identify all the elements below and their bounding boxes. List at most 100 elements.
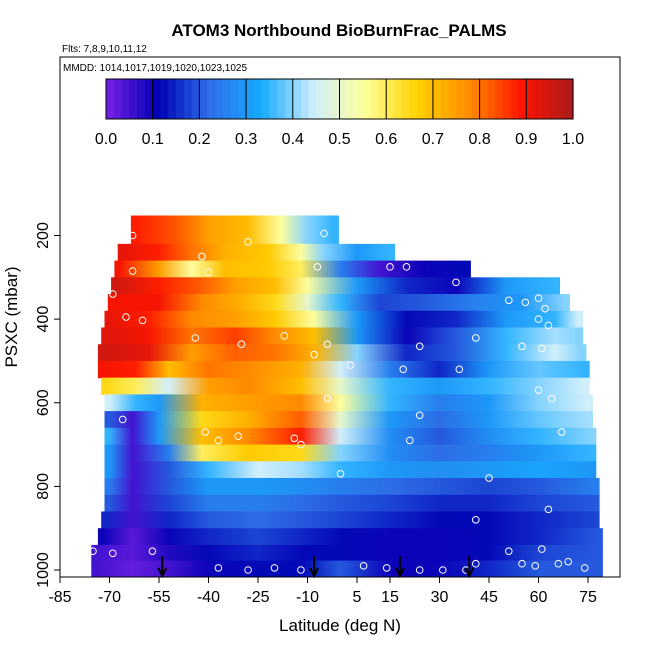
colorbar-swatch — [432, 79, 442, 119]
heatmap-row — [104, 478, 600, 496]
colorbar-swatch — [191, 79, 200, 119]
colorbar-swatch — [261, 79, 271, 119]
sample-point — [99, 279, 107, 288]
sample-point — [313, 263, 322, 271]
sample-point — [280, 332, 289, 340]
sample-point — [485, 474, 493, 482]
colorbar-tick-label: 0.8 — [468, 131, 490, 148]
colorbar-swatch — [518, 79, 527, 119]
colorbar-swatch — [456, 79, 465, 119]
colorbar-tick-label: 0.3 — [235, 131, 257, 148]
colorbar-swatch — [292, 79, 302, 119]
colorbar-swatch — [230, 79, 239, 119]
colorbar-swatch — [464, 79, 473, 119]
colorbar-swatch — [269, 79, 278, 119]
colorbar-tick-label: 0.6 — [375, 131, 397, 148]
sample-point — [518, 342, 526, 351]
colorbar: 0.0 0.1 0.2 0.3 0.4 0.5 0.6 0.7 0.8 0.9 1.0 — [95, 78, 584, 148]
sample-point — [323, 340, 332, 349]
sample-point — [382, 564, 391, 572]
x-tick-label: 5 — [353, 589, 362, 606]
heatmap-row — [101, 377, 590, 395]
colorbar-swatch — [495, 79, 504, 119]
sample-point — [531, 562, 540, 570]
y-tick-label: 400 — [35, 306, 52, 333]
heatmap-row — [111, 277, 560, 295]
heatmap-row — [104, 427, 597, 446]
heatmap-row — [91, 544, 603, 562]
heatmap-row — [104, 310, 584, 329]
sample-point — [198, 252, 206, 261]
arrow-head — [309, 567, 319, 579]
colorbar-swatch — [331, 79, 341, 119]
sample-point — [505, 296, 513, 305]
chart-title: ATOM3 Northbound BioBurnFrac_PALMS — [171, 21, 506, 40]
x-tick-label: -10 — [296, 589, 319, 606]
sample-point — [538, 344, 546, 353]
sample-point — [214, 564, 223, 572]
arrow-head — [395, 567, 405, 579]
x-tick-label: -55 — [147, 589, 170, 606]
heatmap-row — [101, 327, 584, 345]
sample-point — [415, 342, 424, 351]
sample-point — [455, 365, 464, 374]
colorbar-swatch — [565, 79, 574, 119]
x-tick-label: 75 — [579, 589, 597, 606]
sample-point — [320, 229, 328, 238]
heatmap-row — [97, 344, 587, 362]
heatmap-row — [130, 215, 339, 245]
y-tick-label: 800 — [35, 473, 52, 500]
colorbar-swatch — [246, 79, 255, 119]
colorbar-swatch — [323, 79, 333, 119]
colorbar-tick-label: 0.9 — [515, 131, 537, 148]
colorbar-swatch — [316, 79, 325, 119]
colorbar-swatch — [471, 79, 481, 119]
heatmap-row — [104, 411, 593, 429]
x-tick-label: 30 — [431, 589, 449, 606]
sample-point — [399, 365, 408, 374]
colorbar-swatch — [277, 79, 286, 119]
colorbar-swatch — [222, 79, 232, 119]
heatmap-row — [104, 494, 600, 513]
sample-point — [534, 386, 543, 395]
heatmap-row — [104, 444, 597, 462]
sample-point — [128, 267, 137, 275]
x-tick-label: 45 — [480, 589, 498, 606]
sample-point — [518, 559, 526, 568]
colorbar-swatch — [526, 79, 535, 119]
sample-point — [297, 440, 305, 449]
sample-point — [323, 394, 332, 403]
heatmap-layer — [91, 215, 603, 577]
sample-point — [580, 564, 589, 572]
heatmap-row — [104, 394, 593, 412]
colorbar-swatch — [401, 79, 411, 119]
sample-point — [452, 278, 460, 287]
colorbar-swatch — [417, 79, 426, 119]
sample-point — [415, 411, 424, 420]
sample-point — [89, 547, 97, 555]
sample-point — [109, 290, 117, 298]
colorbar-swatch — [106, 79, 115, 119]
colorbar-swatch — [487, 79, 496, 119]
sample-point — [244, 237, 252, 246]
sample-point — [310, 350, 318, 359]
sample-points-layer — [89, 229, 589, 574]
sample-point — [386, 263, 394, 271]
sample-point — [541, 304, 549, 313]
colorbar-tick-label: 0.4 — [282, 131, 304, 148]
sample-point — [406, 436, 414, 445]
sample-point — [415, 566, 424, 574]
heatmap-row — [114, 260, 471, 278]
sample-point — [138, 316, 147, 325]
sample-point — [538, 545, 546, 553]
sample-point — [336, 470, 345, 478]
colorbar-swatch — [448, 79, 457, 119]
colorbar-swatch — [121, 79, 130, 119]
colorbar-swatch — [207, 79, 216, 119]
colorbar-swatch — [386, 79, 395, 119]
x-tick-label: -85 — [48, 589, 71, 606]
sample-point — [544, 505, 553, 514]
colorbar-swatch — [308, 79, 317, 119]
sample-point — [564, 557, 573, 566]
heatmap-row — [97, 528, 603, 546]
